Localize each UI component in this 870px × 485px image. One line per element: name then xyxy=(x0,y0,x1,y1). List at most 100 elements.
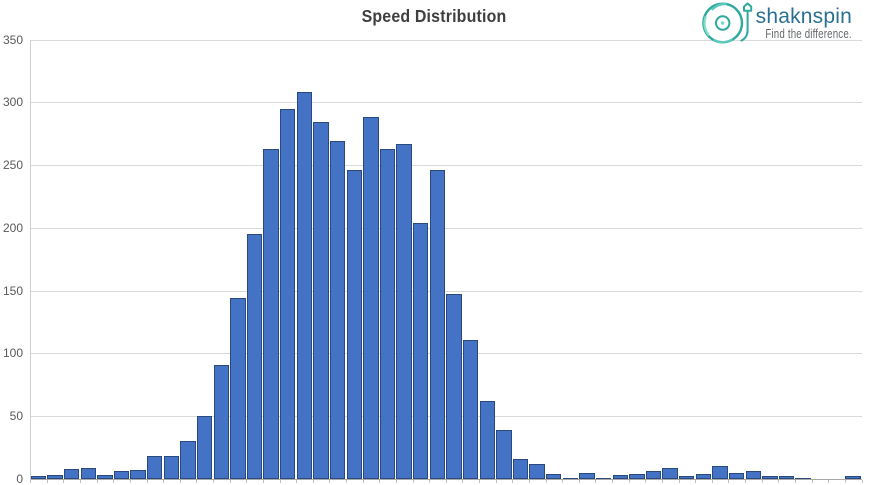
x-axis-tick xyxy=(844,480,846,483)
histogram-bar xyxy=(496,430,512,479)
x-axis-tick xyxy=(545,480,547,483)
histogram-bar xyxy=(695,473,712,479)
gridline xyxy=(30,290,862,292)
histogram-bar xyxy=(30,476,47,479)
histogram-bar xyxy=(296,92,313,479)
x-axis-tick xyxy=(628,480,630,483)
histogram-bar xyxy=(529,463,545,479)
x-axis-tick xyxy=(512,480,514,483)
histogram-bar xyxy=(679,476,695,479)
x-axis-tick xyxy=(612,480,614,483)
histogram-bar xyxy=(97,475,113,479)
histogram-bar xyxy=(413,222,429,479)
histogram-bar xyxy=(745,471,761,479)
histogram-bar xyxy=(379,148,396,479)
x-axis-tick xyxy=(445,480,447,483)
histogram-bar xyxy=(645,471,662,479)
x-axis-tick xyxy=(429,480,431,483)
x-axis-tick xyxy=(695,480,697,483)
y-axis-label: 50 xyxy=(9,409,23,424)
x-axis-tick xyxy=(80,480,82,483)
histogram-bar xyxy=(230,298,246,479)
x-axis-tick xyxy=(129,480,131,483)
y-axis-label: 250 xyxy=(2,158,23,173)
histogram-bar xyxy=(363,117,379,479)
record-label-ring xyxy=(715,15,731,31)
x-axis-tick xyxy=(578,480,580,483)
record-highlight-arc xyxy=(711,2,727,11)
tone-arm xyxy=(740,11,749,42)
x-axis-tick xyxy=(96,480,98,483)
x-axis-tick xyxy=(828,480,830,483)
gridline xyxy=(30,416,862,418)
histogram-bar xyxy=(329,141,346,479)
histogram-bar xyxy=(113,471,130,479)
histogram-bar xyxy=(63,468,80,479)
histogram-bar xyxy=(246,234,263,479)
x-axis-tick xyxy=(146,480,148,483)
gridline xyxy=(30,353,862,355)
tone-arm-head xyxy=(743,2,753,12)
x-axis-tick xyxy=(229,480,231,483)
histogram-bar xyxy=(147,456,163,479)
x-axis-tick xyxy=(711,480,713,483)
x-axis-tick xyxy=(312,480,314,483)
record-highlight-arc xyxy=(703,16,710,36)
histogram-bar xyxy=(579,472,595,479)
x-axis-tick xyxy=(745,480,747,483)
x-axis-tick xyxy=(761,480,763,483)
x-axis-tick xyxy=(861,480,863,483)
gridline xyxy=(30,102,862,104)
y-axis-label: 350 xyxy=(2,32,23,47)
gridline xyxy=(30,227,862,229)
histogram-bar xyxy=(512,458,529,479)
x-axis-line xyxy=(30,479,862,480)
x-axis-tick xyxy=(179,480,181,483)
y-axis-label: 0 xyxy=(16,472,23,485)
x-axis-tick xyxy=(362,480,364,483)
histogram-bar xyxy=(263,148,279,479)
x-axis-tick xyxy=(346,480,348,483)
histogram-bar xyxy=(280,108,296,479)
x-axis-tick xyxy=(661,480,663,483)
x-axis-tick xyxy=(412,480,414,483)
y-axis-line xyxy=(30,39,32,483)
histogram-bar xyxy=(429,170,446,479)
y-axis-label: 300 xyxy=(2,95,23,110)
x-axis-tick xyxy=(528,480,530,483)
x-axis-tick xyxy=(462,480,464,483)
histogram-bar xyxy=(479,401,495,479)
x-axis-tick xyxy=(495,480,497,483)
x-axis-tick xyxy=(595,480,597,483)
y-axis-label: 100 xyxy=(2,346,23,361)
x-axis-tick xyxy=(479,480,481,483)
record-spindle-dot xyxy=(721,21,725,25)
x-axis-tick xyxy=(30,480,32,483)
x-axis-tick xyxy=(213,480,215,483)
x-axis-tick xyxy=(645,480,647,483)
record-highlight-arc xyxy=(713,38,733,44)
histogram-bar xyxy=(845,476,861,479)
x-axis-tick xyxy=(811,480,813,483)
x-axis-tick xyxy=(678,480,680,483)
histogram-bar xyxy=(546,473,562,479)
x-axis-tick xyxy=(246,480,248,483)
histogram-bar xyxy=(47,475,63,479)
histogram-bar xyxy=(346,170,362,479)
histogram-bar xyxy=(130,470,146,479)
brand-logo: shaknspin Find the difference. xyxy=(698,0,854,46)
y-axis-label: 150 xyxy=(2,283,23,298)
x-axis-tick xyxy=(794,480,796,483)
histogram-bar xyxy=(712,466,728,479)
histogram-bar xyxy=(762,476,778,479)
histogram-bar xyxy=(612,475,628,479)
brand-name: shaknspin xyxy=(755,4,852,28)
gridline xyxy=(30,165,862,167)
y-axis-label: 200 xyxy=(2,220,23,235)
histogram-bar xyxy=(446,294,462,479)
x-axis-tick xyxy=(329,480,331,483)
histogram-bar xyxy=(196,416,213,479)
histogram-bar xyxy=(462,339,479,479)
x-axis-tick xyxy=(262,480,264,483)
